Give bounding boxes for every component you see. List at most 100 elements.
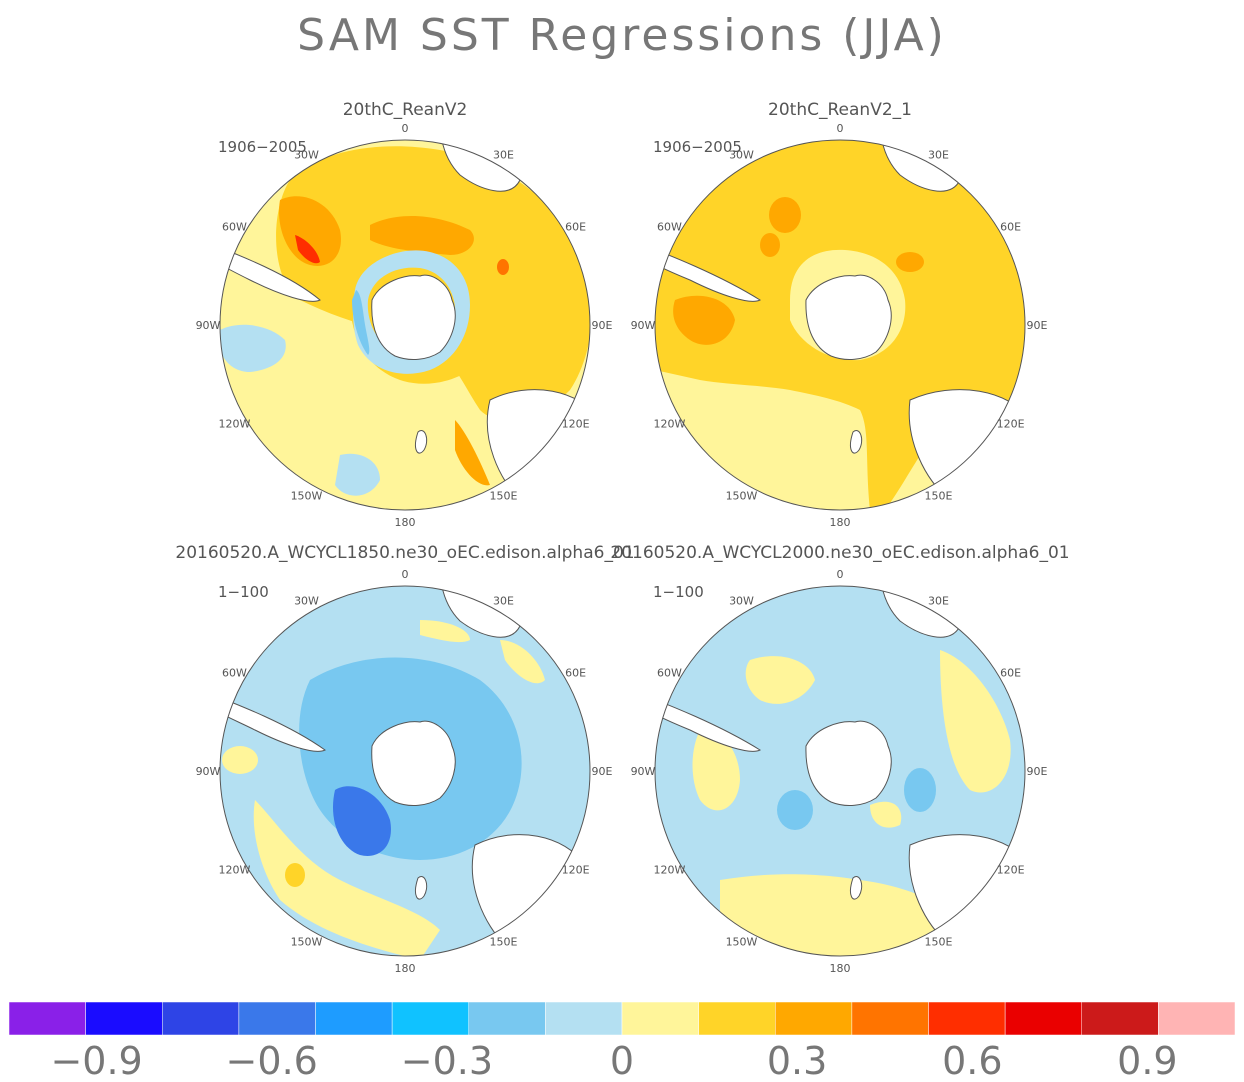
longitude-label: 60W <box>657 221 682 234</box>
anomaly-region <box>279 196 341 266</box>
panel-wcycl1850: 20160520.A_WCYCL1850.ne30_oEC.edison.alp… <box>175 543 635 957</box>
longitude-label: 150W <box>291 936 323 949</box>
longitude-label: 150W <box>726 936 758 949</box>
longitude-label: 90E <box>592 765 613 778</box>
longitude-label: 120W <box>218 418 250 431</box>
anomaly-region <box>335 453 380 496</box>
longitude-label: 60E <box>565 667 586 680</box>
anomaly-region <box>745 656 815 704</box>
colorbar-swatch <box>8 1001 86 1036</box>
longitude-label: 90W <box>196 765 221 778</box>
anomaly-region <box>870 801 902 828</box>
map-boundary <box>654 585 1026 957</box>
new-zealand <box>850 876 863 900</box>
colorbar-swatch <box>85 1001 163 1036</box>
longitude-label: 180 <box>830 962 851 975</box>
panel-wcycl2000: 20160520.A_WCYCL2000.ne30_oEC.edison.alp… <box>610 543 1070 957</box>
longitude-label: 30E <box>493 148 514 161</box>
antarctica <box>805 274 892 360</box>
anomaly-region <box>222 746 258 774</box>
polar-map <box>655 140 1025 510</box>
longitude-label: 120W <box>218 864 250 877</box>
colorbar-label: 0.9 <box>1117 1039 1177 1082</box>
colorbar-label: −0.3 <box>401 1039 493 1082</box>
anomaly-region <box>332 786 391 856</box>
colorbar-swatch <box>391 1001 470 1036</box>
colorbar-swatch <box>621 1001 699 1036</box>
colorbar-swatch <box>468 1001 546 1036</box>
longitude-label: 60E <box>1000 221 1021 234</box>
colorbar-swatch <box>238 1001 316 1036</box>
longitude-label: 0 <box>837 122 844 135</box>
longitude-label: 150W <box>726 490 758 503</box>
longitude-label: 60W <box>222 221 247 234</box>
longitude-label: 60W <box>222 667 247 680</box>
anomaly-region <box>285 863 305 887</box>
longitude-label: 120W <box>653 418 685 431</box>
longitude-label: 150E <box>490 490 518 503</box>
longitude-label: 180 <box>395 516 416 529</box>
longitude-label: 0 <box>837 568 844 581</box>
anomaly-region <box>220 324 286 372</box>
panel-title: 20160520.A_WCYCL2000.ne30_oEC.edison.alp… <box>610 543 1069 563</box>
longitude-label: 90W <box>196 319 221 332</box>
panel-reanv2: 20thC_ReanV2 1906−2005 <box>218 100 591 511</box>
anomaly-region <box>253 800 440 956</box>
anomaly-region <box>760 233 780 257</box>
colorbar-swatch <box>315 1001 393 1036</box>
colorbar-swatch <box>545 1001 623 1036</box>
colorbar: −0.9 −0.6 −0.3 0 0.3 0.6 0.9 <box>8 1001 1236 1082</box>
new-zealand <box>415 876 428 900</box>
longitude-label: 180 <box>830 516 851 529</box>
longitude-label: 90E <box>1027 765 1048 778</box>
anomaly-region <box>673 295 735 345</box>
panel-title: 20thC_ReanV2 <box>343 100 468 120</box>
anomaly-region <box>370 215 474 255</box>
longitude-label: 120E <box>997 418 1025 431</box>
longitude-label: 90W <box>631 765 656 778</box>
anomaly-region <box>720 874 960 956</box>
longitude-label: 30E <box>493 594 514 607</box>
longitude-label: 150E <box>925 936 953 949</box>
longitude-label: 120E <box>997 864 1025 877</box>
longitude-label: 150E <box>925 490 953 503</box>
longitude-label: 120E <box>562 864 590 877</box>
figure-title: SAM SST Regressions (JJA) <box>297 10 947 61</box>
colorbar-label: −0.9 <box>50 1039 142 1082</box>
anomaly-region <box>692 729 740 811</box>
panel-period: 1−100 <box>218 583 269 601</box>
antarctica <box>371 274 456 360</box>
anomaly-region <box>500 640 545 684</box>
colorbar-swatch <box>698 1001 776 1036</box>
longitude-label: 30W <box>294 594 319 607</box>
longitude-label: 0 <box>402 568 409 581</box>
panel-reanv2-1: 20thC_ReanV2_1 1906−2005 <box>653 100 1026 511</box>
new-zealand <box>850 430 863 454</box>
longitude-label: 90W <box>631 319 656 332</box>
anomaly-region <box>904 768 936 812</box>
longitude-label: 90E <box>592 319 613 332</box>
polar-map <box>220 586 590 956</box>
anomaly-region <box>896 252 924 272</box>
anomaly-region <box>940 650 1011 793</box>
anomaly-region <box>295 235 320 264</box>
longitude-label: 60E <box>1000 667 1021 680</box>
colorbar-swatch <box>1158 1001 1236 1036</box>
colorbar-label: 0.3 <box>767 1039 827 1082</box>
panel-title: 20thC_ReanV2_1 <box>768 100 912 120</box>
anomaly-region <box>420 620 470 643</box>
new-zealand <box>415 430 428 454</box>
colorbar-swatch <box>775 1001 853 1036</box>
longitude-label: 30E <box>928 148 949 161</box>
panel-title: 20160520.A_WCYCL1850.ne30_oEC.edison.alp… <box>175 543 634 563</box>
colorbar-swatch <box>928 1001 1006 1036</box>
map-boundary <box>219 139 591 511</box>
longitude-label: 150W <box>291 490 323 503</box>
map-boundary <box>654 139 1026 511</box>
longitude-label: 90E <box>1027 319 1048 332</box>
antarctica <box>805 720 892 806</box>
colorbar-label: −0.6 <box>226 1039 318 1082</box>
colorbar-swatch <box>1081 1001 1159 1036</box>
colorbar-swatch <box>1004 1001 1083 1036</box>
